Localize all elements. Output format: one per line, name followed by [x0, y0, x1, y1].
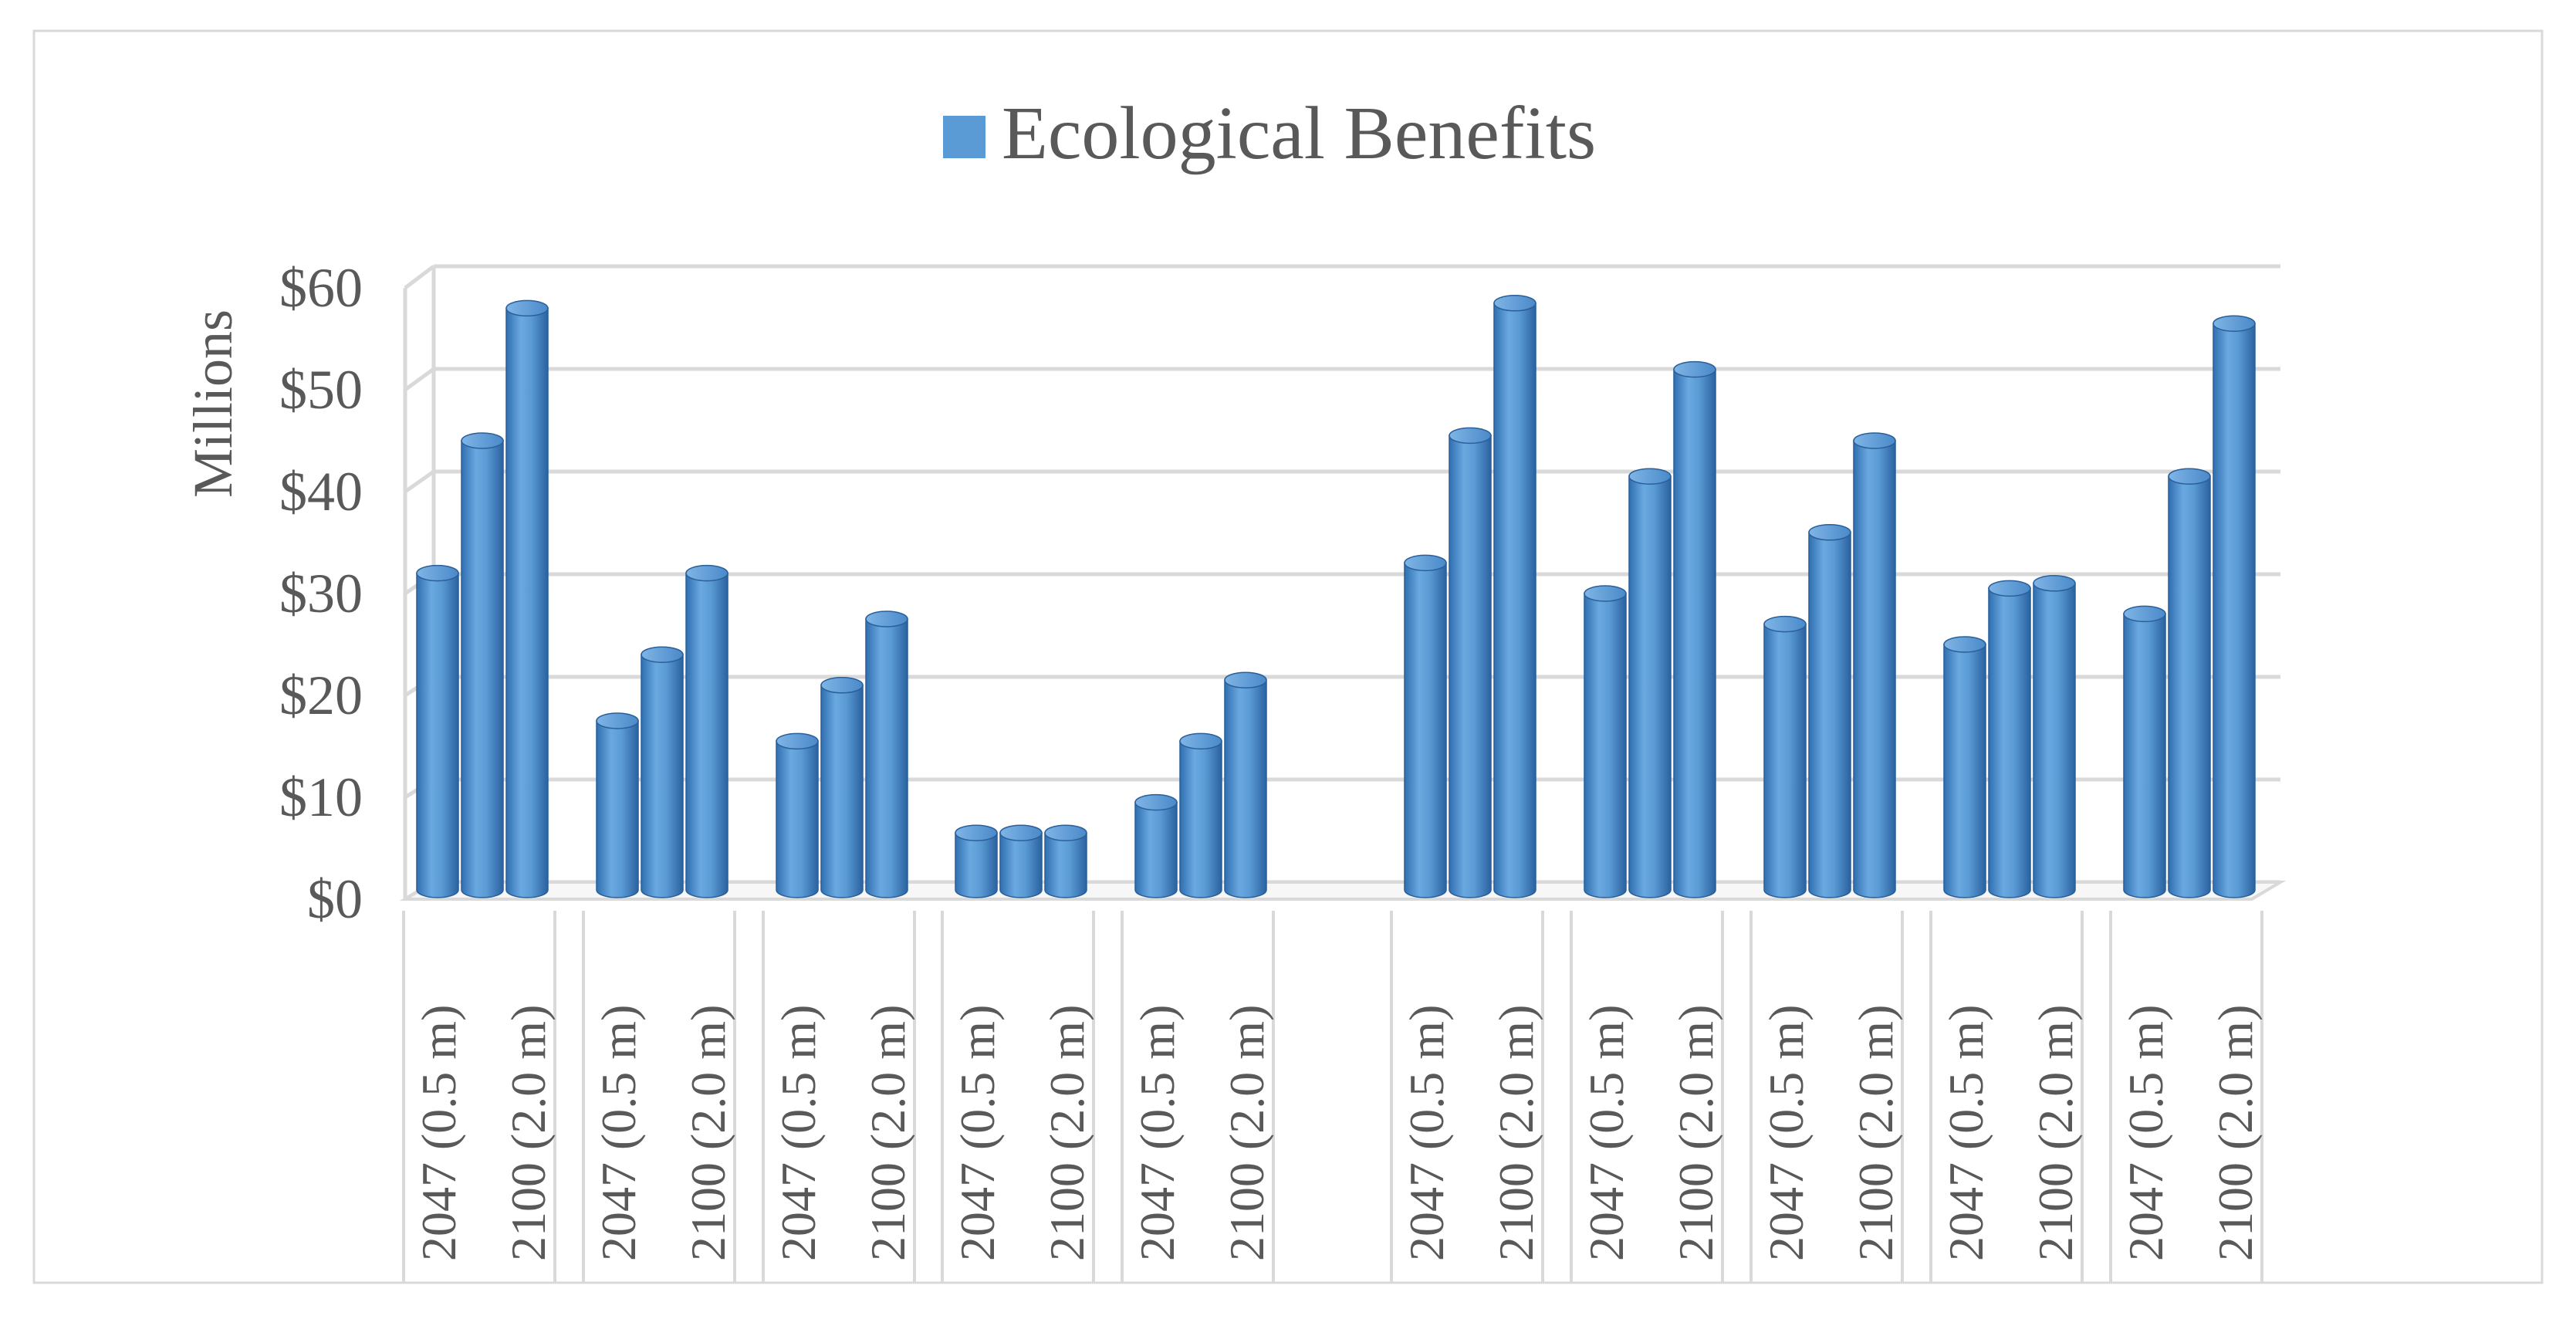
bar [1853, 440, 1896, 898]
bar [1988, 587, 2031, 898]
bar-cap [955, 824, 998, 841]
x-tick-label: 2047 (0.5 m) [1939, 1005, 1993, 1261]
x-axis-labels: 2047 (0.5 m) 2100 (2.0 m) 2047 (0.5 m) 2100… [402, 911, 2263, 1283]
bar [1134, 801, 1178, 898]
bar [1404, 562, 1447, 898]
bar-cap [865, 610, 908, 627]
x-tick-label: 2100 (2.0 m) [860, 1005, 915, 1261]
x-tick-label: 2047 (0.5 m) [1399, 1005, 1454, 1261]
legend-swatch [943, 116, 985, 158]
bar-cap [1673, 360, 1716, 378]
bar [1763, 623, 1807, 898]
bar [2123, 613, 2166, 898]
x-tick-label: 2100 (2.0 m) [1489, 1005, 1543, 1261]
bar-cap [416, 564, 459, 582]
bar-cap [1224, 671, 1267, 688]
bar [2033, 583, 2076, 898]
bar-cap [2033, 575, 2076, 592]
bar [1808, 532, 1851, 898]
gridline-side [404, 265, 435, 289]
bar-cap [999, 824, 1043, 841]
bar [1943, 644, 1986, 898]
bar [596, 720, 639, 898]
bar [999, 832, 1043, 898]
bar-cap [505, 299, 549, 317]
bar-cap [820, 677, 864, 694]
bar-cap [1808, 524, 1851, 541]
bar [641, 654, 684, 898]
x-tick-label: 2100 (2.0 m) [681, 1005, 735, 1261]
x-tick-label: 2047 (0.5 m) [1130, 1005, 1185, 1261]
bar-cap [1584, 585, 1627, 602]
bars [416, 295, 2256, 898]
x-tick-label: 2047 (0.5 m) [591, 1005, 646, 1261]
y-tick-label: $40 [279, 461, 363, 523]
x-tick-label: 2047 (0.5 m) [950, 1005, 1005, 1261]
y-tick-label: $10 [279, 766, 363, 828]
bar [1493, 303, 1536, 898]
bar [1179, 740, 1222, 898]
bar-cap [1763, 615, 1807, 633]
y-tick-label: $20 [279, 665, 363, 726]
bar-cap [461, 432, 504, 449]
bar-cap [641, 646, 684, 663]
x-tick-label: 2100 (2.0 m) [1668, 1005, 1723, 1261]
x-tick-label: 2047 (0.5 m) [1579, 1005, 1634, 1261]
y-tick-label: $30 [279, 563, 363, 624]
legend: Ecological Benefits [943, 92, 1596, 175]
bar-cap [596, 712, 639, 729]
bar [685, 572, 729, 898]
bar-cap [1853, 432, 1896, 449]
bar-cap [685, 564, 729, 582]
bar-cap [2168, 468, 2211, 485]
x-tick-label: 2047 (0.5 m) [771, 1005, 826, 1261]
bar [505, 307, 549, 898]
bar-cap [1628, 468, 1672, 485]
bar-cap [1404, 554, 1447, 572]
bar [2213, 323, 2256, 898]
bar [1449, 435, 1492, 898]
bar [820, 685, 864, 898]
x-tick-label: 2100 (2.0 m) [2028, 1005, 2083, 1261]
x-tick-label: 2100 (2.0 m) [1040, 1005, 1094, 1261]
bar [776, 740, 819, 898]
bar [1628, 475, 1672, 898]
x-tick-label: 2100 (2.0 m) [1219, 1005, 1274, 1261]
y-tick-label: $50 [279, 359, 363, 421]
bar [2168, 475, 2211, 898]
gridline-side [404, 367, 435, 392]
gridline-side [404, 469, 435, 494]
bar [865, 618, 908, 898]
x-tick-label: 2100 (2.0 m) [501, 1005, 556, 1261]
y-axis-title: Millions [182, 309, 244, 498]
bar [1224, 679, 1267, 898]
x-tick-label: 2047 (0.5 m) [1759, 1005, 1814, 1261]
bar-cap [1493, 295, 1536, 312]
x-tick-label: 2047 (0.5 m) [411, 1005, 466, 1261]
bar-cap [1044, 824, 1087, 841]
bar [955, 832, 998, 898]
bar-cap [1134, 793, 1178, 811]
x-tick-label: 2047 (0.5 m) [2118, 1005, 2173, 1261]
legend-label: Ecological Benefits [1002, 92, 1596, 175]
bar-cap [776, 732, 819, 750]
bar-cap [1943, 636, 1986, 653]
y-tick-label: $60 [279, 257, 363, 319]
bar-cap [1179, 732, 1222, 750]
bar-cap [2213, 315, 2256, 332]
bar [461, 440, 504, 898]
bar-cap [2123, 605, 2166, 623]
bar [1673, 368, 1716, 898]
bar [1044, 832, 1087, 898]
bar-cap [1988, 580, 2031, 597]
x-tick-label: 2100 (2.0 m) [1848, 1005, 1903, 1261]
bar-cap [1449, 427, 1492, 445]
y-tick-label: $0 [307, 868, 363, 930]
x-tick-label: 2100 (2.0 m) [2208, 1005, 2263, 1261]
bar [1584, 593, 1627, 898]
bar [416, 572, 459, 898]
